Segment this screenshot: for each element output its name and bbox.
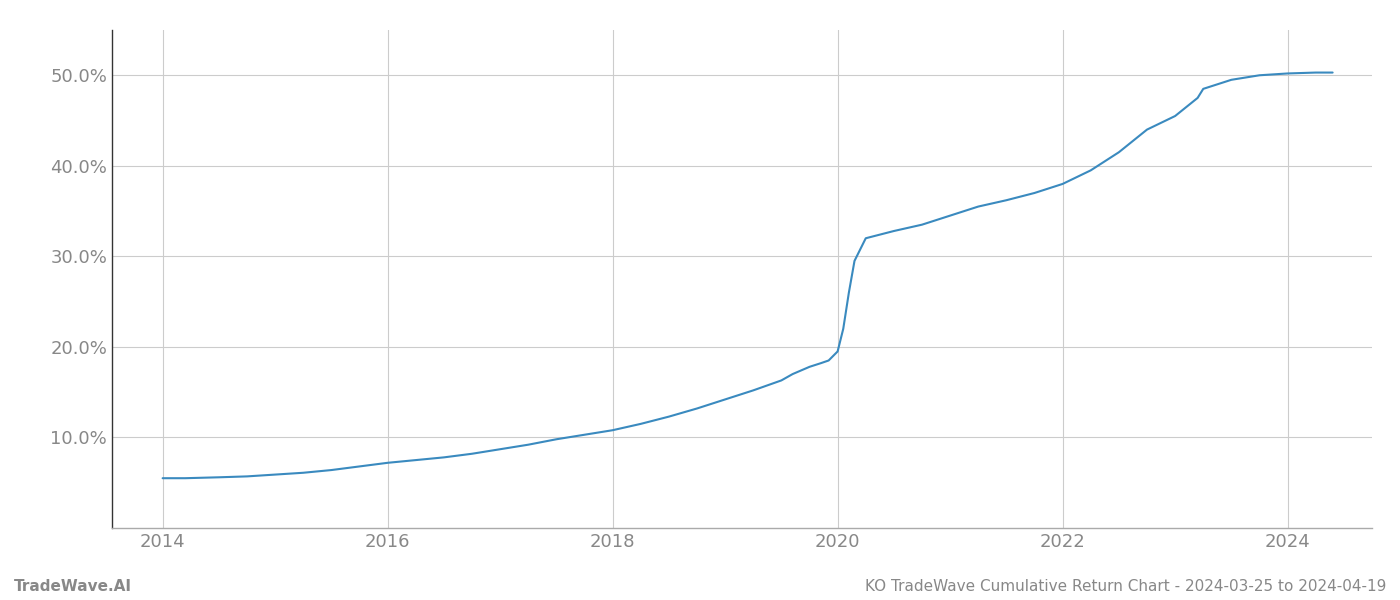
Text: TradeWave.AI: TradeWave.AI (14, 579, 132, 594)
Text: KO TradeWave Cumulative Return Chart - 2024-03-25 to 2024-04-19: KO TradeWave Cumulative Return Chart - 2… (865, 579, 1386, 594)
